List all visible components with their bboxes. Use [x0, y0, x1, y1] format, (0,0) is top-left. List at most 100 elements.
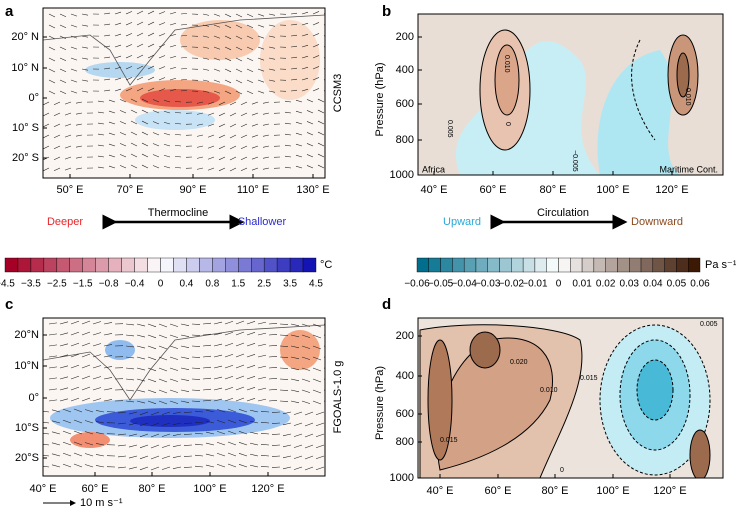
wind-vector	[260, 411, 270, 413]
wind-vector	[312, 88, 320, 92]
wind-vector	[279, 389, 289, 391]
wind-vector	[75, 112, 83, 115]
wind-vector	[150, 444, 160, 449]
wind-vector	[238, 409, 248, 413]
wind-vector	[260, 466, 270, 468]
wind-vector	[257, 343, 267, 347]
wind-vector	[161, 433, 171, 437]
wind-vector	[246, 79, 254, 84]
wind-vector	[48, 57, 56, 62]
wind-vector	[284, 166, 292, 169]
wind-vector	[147, 32, 155, 37]
wind-vector	[43, 410, 50, 413]
wind-vector	[103, 34, 111, 37]
wind-vector	[103, 388, 113, 391]
wind-vector	[70, 90, 78, 94]
wind-vector	[202, 46, 210, 49]
wind-vector	[213, 13, 221, 17]
wind-vector	[268, 57, 276, 60]
wind-vector	[284, 133, 292, 136]
wind-vector	[229, 156, 237, 161]
wind-vector	[207, 112, 215, 116]
wind-vector	[161, 444, 171, 448]
wind-vector	[64, 156, 72, 160]
wind-vector	[196, 101, 204, 104]
wind-vector	[172, 455, 182, 459]
wind-vector	[205, 420, 215, 424]
wind-vector	[64, 112, 72, 116]
wind-vector	[51, 464, 61, 468]
wind-vector	[194, 465, 204, 468]
wind-vector	[246, 24, 254, 29]
wind-vector	[240, 112, 248, 117]
y-tick-label: 800	[396, 436, 414, 448]
wind-vector	[95, 465, 105, 468]
wind-vector	[53, 123, 61, 128]
wind-vector	[136, 345, 146, 349]
wind-vector	[196, 112, 204, 115]
wind-vector	[73, 452, 83, 457]
wind-vector	[158, 334, 168, 339]
wind-vector	[202, 322, 212, 325]
model-label: CCSM3	[332, 74, 344, 113]
wind-vector	[262, 112, 270, 115]
wind-vector	[271, 422, 281, 424]
wind-vector	[213, 46, 221, 50]
wind-vector	[282, 444, 292, 448]
colorbar-cell	[56, 257, 70, 273]
contour-label: 0.020	[510, 359, 528, 366]
colorbar-cell	[664, 257, 677, 273]
wind-vector	[103, 89, 111, 92]
wind-vector	[290, 89, 298, 92]
colorbar-cell	[30, 257, 45, 273]
wind-vector	[240, 145, 248, 150]
wind-vector	[290, 378, 300, 382]
colorbar-cell	[160, 257, 174, 273]
wind-vector	[141, 142, 149, 147]
colorbar-cell	[199, 257, 213, 273]
wind-vector	[81, 397, 91, 402]
wind-vector	[301, 22, 309, 26]
wind-vector	[191, 378, 201, 380]
wind-vector	[147, 54, 155, 59]
wind-vector	[70, 342, 80, 347]
wind-vector	[114, 55, 122, 59]
wind-vector	[251, 167, 259, 171]
wind-vector	[282, 466, 292, 470]
wind-vector	[136, 87, 144, 92]
wind-vector	[218, 123, 226, 128]
wind-vector	[240, 156, 248, 161]
wind-vector	[48, 388, 58, 391]
wind-vector	[136, 21, 144, 26]
wind-vector	[174, 133, 182, 136]
wind-vector	[103, 12, 111, 15]
x-tick-label: 40° E	[420, 184, 447, 196]
wind-vector	[295, 132, 303, 136]
contour-label: −0.005	[571, 150, 578, 172]
wind-vector	[246, 343, 256, 347]
wind-vector	[95, 410, 105, 413]
wind-vector	[257, 13, 265, 17]
y-axis-label: Pressure (hPa)	[374, 366, 386, 440]
wind-vector	[213, 365, 223, 369]
wind-vector	[150, 422, 160, 427]
panel-label: a	[5, 3, 14, 20]
wind-vector	[64, 145, 72, 149]
wind-vector	[301, 378, 311, 382]
wind-vector	[180, 378, 190, 382]
wind-vector	[304, 466, 314, 471]
colorbar-cell	[108, 257, 122, 273]
wind-vector	[183, 444, 193, 446]
colorbar-tick-label: −0.06	[404, 279, 430, 290]
wind-vector	[268, 345, 278, 347]
wind-vector	[282, 422, 292, 426]
wind-vector	[70, 320, 80, 325]
wind-vector	[51, 442, 61, 446]
wind-vector	[282, 433, 292, 437]
wind-vector	[268, 35, 276, 38]
wind-vector	[235, 397, 245, 402]
wind-vector	[260, 433, 270, 435]
wind-vector	[227, 408, 237, 413]
wind-vector	[152, 132, 160, 136]
wind-vector	[163, 121, 171, 125]
